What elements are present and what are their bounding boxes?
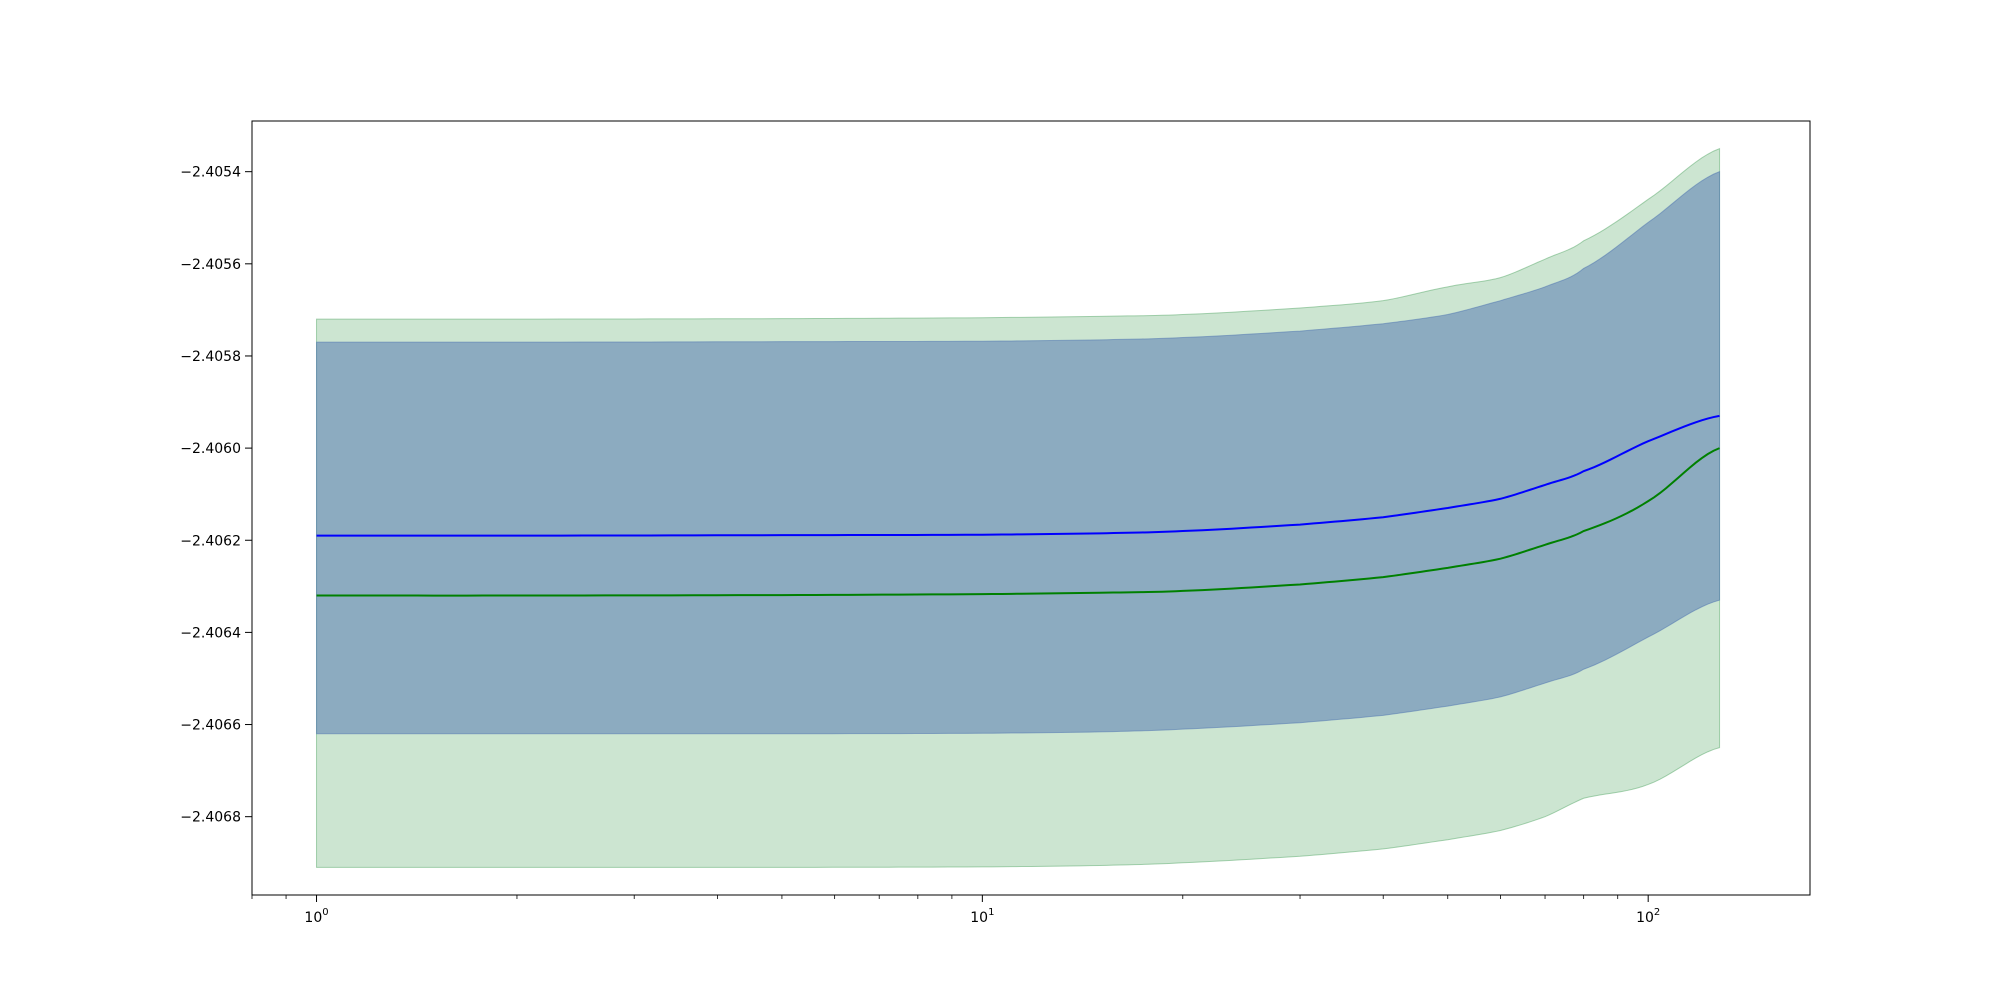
y-tick-label: −2.4054: [180, 165, 241, 181]
series-lines: [316, 414, 1720, 597]
y-tick-label: −2.4068: [180, 810, 241, 826]
y-tick-label: −2.4064: [180, 625, 241, 641]
y-tick-label: −2.4066: [180, 718, 241, 734]
y-tick-label: −2.4056: [180, 257, 241, 273]
y-tick-label: −2.4062: [180, 533, 241, 549]
y-tick-label: −2.4058: [180, 349, 241, 365]
x-tick-label: 102: [1636, 907, 1660, 926]
x-tick-label: 100: [304, 907, 328, 926]
x-tick-label: 101: [970, 907, 994, 926]
line-series-1: [316, 414, 1720, 537]
x-axis: 100 101 102: [251, 895, 1660, 926]
axes-frame: [251, 120, 1811, 896]
band-series-1: [316, 170, 1721, 735]
y-tick-label: −2.4060: [180, 441, 241, 457]
line-series-2: [316, 447, 1720, 597]
confidence-bands: [316, 147, 1721, 868]
y-axis: −2.4054 −2.4056 −2.4058 −2.4060 −2.4062 −2.40…: [180, 165, 252, 826]
